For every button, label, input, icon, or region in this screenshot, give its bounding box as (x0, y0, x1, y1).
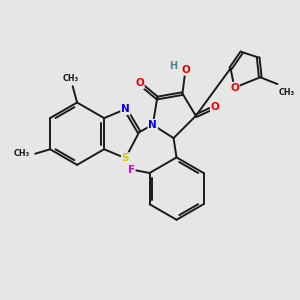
Text: CH₃: CH₃ (14, 149, 30, 158)
Text: CH₃: CH₃ (63, 74, 79, 82)
Text: O: O (230, 83, 239, 93)
Text: CH₃: CH₃ (279, 88, 295, 97)
Text: F: F (128, 165, 135, 175)
Text: O: O (181, 65, 190, 75)
Text: S: S (122, 153, 129, 163)
Text: N: N (121, 104, 130, 114)
Text: H: H (169, 61, 177, 71)
Text: N: N (148, 120, 157, 130)
Text: O: O (135, 78, 144, 88)
Text: O: O (211, 102, 220, 112)
